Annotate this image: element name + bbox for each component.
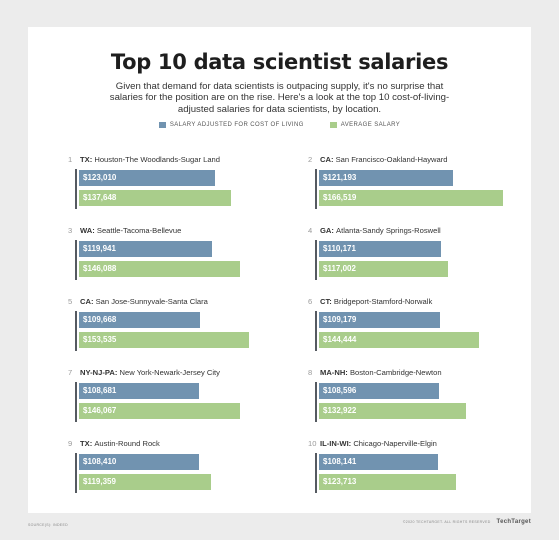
region-label: TX:: [80, 439, 95, 448]
metro-label: San Francisco-Oakland-Hayward: [335, 155, 448, 164]
bar-average-salary: $119,359: [79, 474, 211, 490]
chart-entry: 1 TX: Houston-The Woodlands-Sugar Land $12…: [68, 155, 278, 211]
category-label: 7 NY-NJ-PA: New York-Newark-Jersey City: [68, 368, 220, 377]
chart-entry: 7 NY-NJ-PA: New York-Newark-Jersey City $1…: [68, 368, 278, 424]
legend-label-adjusted: SALARY ADJUSTED FOR COST OF LIVING: [169, 122, 304, 128]
bar-adjusted-salary: $121,193: [319, 170, 453, 186]
bar-average-salary: $123,713: [319, 474, 456, 490]
bar-adjusted-salary: $123,010: [79, 170, 215, 186]
bar-adjusted-salary: $110,171: [319, 241, 441, 257]
metro-label: Houston-The Woodlands-Sugar Land: [94, 155, 221, 164]
category-label: 10 IL-IN-WI: Chicago-Naperville-Elgin: [308, 439, 437, 448]
bar-adjusted-salary: $108,141: [319, 454, 438, 470]
chart-entry: 4 GA: Atlanta-Sandy Springs-Roswell $110,1…: [308, 226, 518, 282]
region-label: CA:: [320, 155, 336, 164]
metro-label: New York-Newark-Jersey City: [119, 368, 220, 377]
region-label: WA:: [80, 226, 97, 235]
bar-average-salary: $137,648: [79, 190, 231, 206]
bar-adjusted-salary: $109,668: [79, 312, 200, 328]
chart-subtitle: Given that demand for data scientists is…: [109, 81, 450, 115]
region-label: GA:: [320, 226, 337, 235]
bar-axis-line: [75, 169, 77, 209]
category-label: 6 CT: Bridgeport-Stamford-Norwalk: [308, 297, 432, 306]
category-label: 3 WA: Seattle-Tacoma-Bellevue: [68, 226, 181, 235]
legend-swatch-average: [329, 122, 337, 128]
bar-axis-line: [75, 382, 77, 422]
legend-item-adjusted: SALARY ADJUSTED FOR COST OF LIVING: [158, 122, 304, 128]
bar-average-salary: $146,067: [79, 403, 240, 419]
bar-adjusted-salary: $109,179: [319, 312, 440, 328]
footer-right: ©2020 TECHTARGET. ALL RIGHTS RESERVED Te…: [403, 519, 531, 525]
chart-entry: 9 TX: Austin-Round Rock $108,410 $119,359: [68, 439, 278, 495]
metro-label: Seattle-Tacoma-Bellevue: [96, 226, 182, 235]
bar-average-salary: $117,002: [319, 261, 448, 277]
chart-entry: 8 MA-NH: Boston-Cambridge-Newton $108,596 $…: [308, 368, 518, 424]
brand-logo: TechTarget: [496, 519, 531, 525]
bar-axis-line: [75, 240, 77, 280]
rank-label: 7: [68, 368, 73, 377]
bar-adjusted-salary: $119,941: [79, 241, 212, 257]
source-note: SOURCE(S): INDEED: [28, 523, 68, 527]
rank-label: 4: [308, 226, 313, 235]
rank-label: 10: [308, 439, 317, 448]
bar-adjusted-salary: $108,681: [79, 383, 199, 399]
region-label: IL-IN-WI:: [320, 439, 354, 448]
bar-axis-line: [315, 453, 317, 493]
chart-entry: 10 IL-IN-WI: Chicago-Naperville-Elgin $108…: [308, 439, 518, 495]
bar-axis-line: [315, 311, 317, 351]
chart-entry: 3 WA: Seattle-Tacoma-Bellevue $119,941 $146…: [68, 226, 278, 282]
bar-average-salary: $144,444: [319, 332, 479, 348]
bar-average-salary: $132,922: [319, 403, 466, 419]
region-label: NY-NJ-PA:: [80, 368, 120, 377]
category-label: 1 TX: Houston-The Woodlands-Sugar Land: [68, 155, 220, 164]
rank-label: 5: [68, 297, 73, 306]
metro-label: San Jose-Sunnyvale-Santa Clara: [95, 297, 208, 306]
legend-swatch-adjusted: [158, 122, 166, 128]
rank-label: 8: [308, 368, 313, 377]
infographic-card: Top 10 data scientist salaries Given tha…: [28, 27, 531, 513]
category-label: 9 TX: Austin-Round Rock: [68, 439, 160, 448]
rank-label: 3: [68, 226, 73, 235]
bar-average-salary: $153,535: [79, 332, 249, 348]
metro-label: Bridgeport-Stamford-Norwalk: [333, 297, 433, 306]
metro-label: Chicago-Naperville-Elgin: [353, 439, 437, 448]
region-label: CT:: [320, 297, 334, 306]
rank-label: 6: [308, 297, 313, 306]
chart-entry: 5 CA: San Jose-Sunnyvale-Santa Clara $109,…: [68, 297, 278, 353]
bar-axis-line: [75, 453, 77, 493]
category-label: 4 GA: Atlanta-Sandy Springs-Roswell: [308, 226, 441, 235]
bar-axis-line: [315, 382, 317, 422]
region-label: CA:: [80, 297, 96, 306]
chart-entry: 2 CA: San Francisco-Oakland-Hayward $121,1…: [308, 155, 518, 211]
metro-label: Boston-Cambridge-Newton: [349, 368, 442, 377]
copyright-note: ©2020 TECHTARGET. ALL RIGHTS RESERVED: [402, 520, 491, 524]
chart-title: Top 10 data scientist salaries: [110, 50, 449, 74]
region-label: TX:: [80, 155, 95, 164]
bar-average-salary: $166,519: [319, 190, 503, 206]
bar-axis-line: [315, 169, 317, 209]
bar-adjusted-salary: $108,596: [319, 383, 439, 399]
category-label: 2 CA: San Francisco-Oakland-Hayward: [308, 155, 447, 164]
legend-item-average: AVERAGE SALARY: [329, 122, 401, 128]
category-label: 5 CA: San Jose-Sunnyvale-Santa Clara: [68, 297, 208, 306]
bar-adjusted-salary: $108,410: [79, 454, 199, 470]
bar-axis-line: [75, 311, 77, 351]
legend: SALARY ADJUSTED FOR COST OF LIVING AVERA…: [28, 122, 531, 128]
category-label: 8 MA-NH: Boston-Cambridge-Newton: [308, 368, 442, 377]
rank-label: 1: [68, 155, 73, 164]
rank-label: 2: [308, 155, 313, 164]
region-label: MA-NH:: [320, 368, 350, 377]
legend-label-average: AVERAGE SALARY: [340, 122, 401, 128]
bar-axis-line: [315, 240, 317, 280]
metro-label: Atlanta-Sandy Springs-Roswell: [336, 226, 441, 235]
rank-label: 9: [68, 439, 73, 448]
chart-entry: 6 CT: Bridgeport-Stamford-Norwalk $109,179…: [308, 297, 518, 353]
metro-label: Austin-Round Rock: [94, 439, 160, 448]
bar-average-salary: $146,088: [79, 261, 240, 277]
